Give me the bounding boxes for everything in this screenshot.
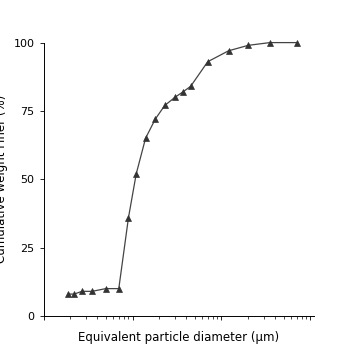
X-axis label: Equivalent particle diameter (μm): Equivalent particle diameter (μm) (78, 331, 280, 344)
Y-axis label: Cumulative weight Finer (%): Cumulative weight Finer (%) (0, 95, 8, 263)
